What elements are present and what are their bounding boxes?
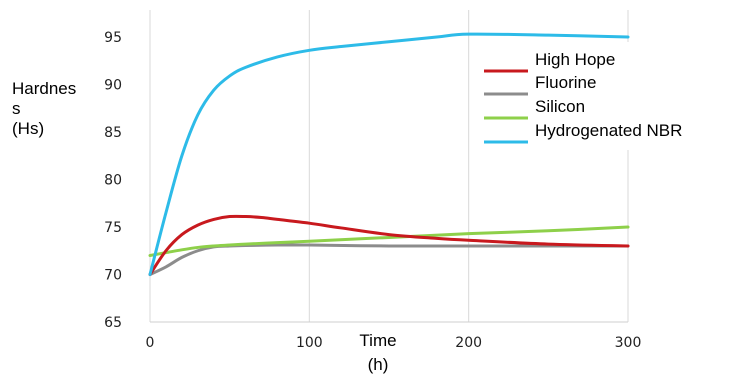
legend-label: Fluorine [535,73,596,92]
y-tick-label: 65 [104,315,122,331]
legend-label: Hydrogenated NBR [535,121,682,140]
y-axis-label: Hardnes s (Hs) [12,79,76,138]
y-tick-labels: 65 70 75 80 85 90 95 [104,30,122,331]
series-line-fluorine [148,243,630,276]
x-tick-labels: 0 100 200 300 [146,335,642,351]
series-line-high-hope [148,214,630,276]
legend-label: Silicon [535,97,585,116]
legend-label: High Hope [535,50,615,69]
y-tick-label: 90 [104,78,122,94]
x-tick-label: 100 [296,335,323,351]
legend-background [472,42,724,150]
y-tick-label: 85 [104,125,122,141]
x-tick-label: 200 [455,335,482,351]
y-tick-label: 70 [104,268,122,284]
x-tick-label: 0 [146,335,155,351]
y-tick-label: 95 [104,30,122,46]
series-line-silicon [148,225,630,257]
series-line-hydrogenated-nbr [148,32,630,276]
series-lines [148,32,630,276]
y-tick-label: 80 [104,173,122,189]
legend: High Hope Fluorine Silicon Hydrogenated NBR [472,42,724,150]
y-tick-label: 75 [104,220,122,236]
x-tick-label: 300 [615,335,642,351]
x-axis-label: Time (h) [359,331,396,374]
